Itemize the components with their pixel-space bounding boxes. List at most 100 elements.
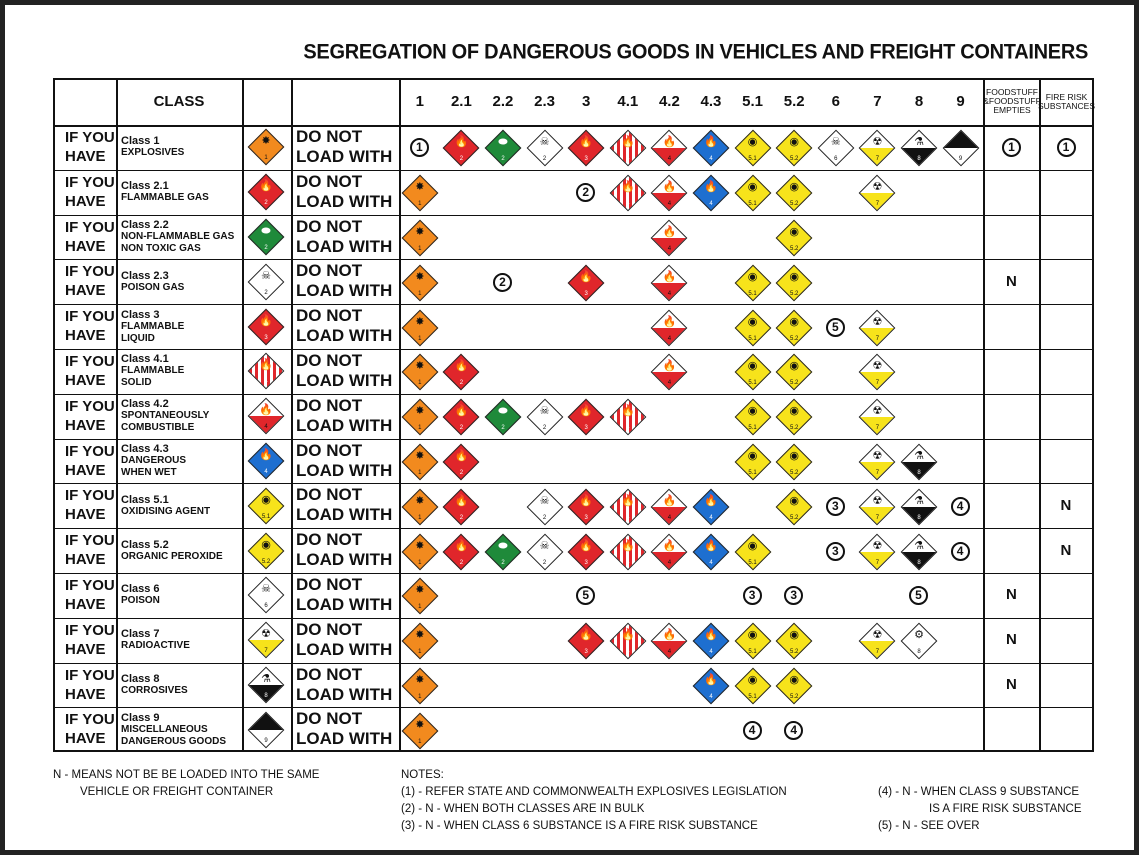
cell-7-8-placard-number: 5.1 <box>748 649 757 656</box>
load-with-text: LOAD WITH <box>296 281 393 301</box>
row-placard-4-1-number: 4 <box>264 379 268 386</box>
cell-1-11-placard-number: 7 <box>875 156 880 163</box>
cell-3-0-placard-symbol: ✸ <box>415 315 425 328</box>
cell-5-2-2-placard-number: 2 <box>501 559 505 566</box>
cell-1-15-note: 1 <box>1056 138 1076 158</box>
column-header-4-3: 4.3 <box>700 93 722 110</box>
row-do-not-load-with-2-3: DO NOT LOAD WITH <box>293 259 399 304</box>
border-left <box>53 78 55 752</box>
load-with-text: LOAD WITH <box>296 460 393 480</box>
row-placard-6-symbol: ☠ <box>261 583 271 596</box>
notes-heading: NOTES: <box>401 769 444 781</box>
row-rule-right-9 <box>399 528 1094 529</box>
row-rule-right-1 <box>399 170 1094 171</box>
class-name-line: Class 9 <box>121 711 160 724</box>
cell-2-1-6-placard-number: 4 <box>667 201 672 208</box>
have-text: HAVE <box>65 506 106 524</box>
row-rule-left-3 <box>53 259 399 260</box>
cell-5-1-3-placard-symbol: ☠ <box>539 494 550 507</box>
class-name-line: Class 8 <box>121 672 160 685</box>
column-header-5-2: 5.2 <box>783 93 805 110</box>
column-header-1: 1 <box>415 93 424 110</box>
notes-right: (4) - N - WHEN CLASS 9 SUBSTANCE IS A FI… <box>878 784 1082 835</box>
row-placard-8-symbol: ⚗ <box>261 673 271 685</box>
row-placard-7-symbol: ☢ <box>261 628 271 641</box>
cell-1-0-note: 1 <box>409 138 429 158</box>
row-placard-2-1-symbol: 🔥 <box>259 180 273 193</box>
cell-5-2-3-placard: ☠ 2 <box>526 533 564 571</box>
load-with-text: LOAD WITH <box>296 371 393 390</box>
row-rule-left-5 <box>53 349 399 350</box>
cell-7-9-placard-number: 5.2 <box>790 649 799 656</box>
cell-2-1-8-placard-symbol: ◉ <box>747 181 758 194</box>
cell-7-8-placard-symbol: ◉ <box>747 629 758 642</box>
cell-3-9-placard: ◉ 5.2 <box>775 309 813 347</box>
load-with-text: LOAD WITH <box>296 729 393 749</box>
cell-6-0-placard-symbol: ✸ <box>415 584 425 597</box>
row-placard-4-2: 🔥 4 <box>247 397 285 435</box>
row-if-you-have-6: IF YOU HAVE <box>53 573 116 618</box>
do-not-text: DO NOT <box>296 530 363 550</box>
cell-4-2-0-placard-symbol: ✸ <box>415 405 425 418</box>
cell-3-0-placard: ✸ 1 <box>401 309 439 347</box>
cell-4-1-8-placard-symbol: ◉ <box>747 360 758 373</box>
row-placard-2-2: ⬬ 2 <box>247 218 285 256</box>
class-name-line: Class 4.2 <box>121 398 169 411</box>
cell-2-3-2-note: 2 <box>493 272 512 292</box>
row-do-not-load-with-4-1: DO NOT LOAD WITH <box>293 349 399 394</box>
row-placard-4-2-symbol: 🔥 <box>259 404 273 417</box>
cell-4-3-9-placard: ◉ 5.2 <box>775 443 813 481</box>
cell-2-1-5-placard-number: 4 <box>626 201 630 208</box>
cell-5-2-1-placard: 🔥 2 <box>442 533 480 571</box>
cell-2-1-8-placard: ◉ 5.1 <box>734 174 772 212</box>
cell-2-2-6-placard: 🔥 4 <box>650 219 688 257</box>
cell-8-0-placard-symbol: ✸ <box>415 674 425 686</box>
cell-7-0-placard: ✸ 1 <box>401 622 439 660</box>
row-placard-5-1-number: 5.1 <box>261 513 271 520</box>
cell-4-3-0-placard: ✸ 1 <box>401 443 439 481</box>
cell-4-1-6-placard-number: 4 <box>667 380 672 387</box>
row-do-not-load-with-7: DO NOT LOAD WITH <box>293 618 399 663</box>
cell-5-1-0-placard-number: 1 <box>418 514 422 521</box>
do-not-text: DO NOT <box>296 261 363 281</box>
row-rule-right-8 <box>399 483 1094 484</box>
cell-1-4-placard: 🔥 3 <box>567 129 605 167</box>
load-with-text: LOAD WITH <box>296 639 393 659</box>
cell-5-2-5-placard-number: 4 <box>626 559 630 566</box>
row-rule-right-2 <box>399 215 1094 216</box>
row-rule-left-4 <box>53 304 399 305</box>
cell-4-1-9-placard-symbol: ◉ <box>789 360 799 373</box>
class-name-line: Class 7 <box>121 628 160 641</box>
cell-8-8-placard: ◉ 5.1 <box>734 667 772 705</box>
cell-5-2-6-placard-symbol: 🔥 <box>662 539 677 552</box>
row-class-name-4-2: Class 4.2 SPONTANEOUSLY COMBUSTIBLE <box>116 394 242 439</box>
row-if-you-have-3: IF YOU HAVE <box>53 304 116 349</box>
have-text: HAVE <box>65 327 106 345</box>
do-not-text: DO NOT <box>296 127 363 146</box>
cell-8-7-placard-number: 4 <box>709 694 713 700</box>
cell-4-1-9-placard-number: 5.2 <box>790 380 799 387</box>
class-name-line: Class 6 <box>121 583 160 596</box>
cell-5-1-10-note: 3 <box>825 496 845 516</box>
cell-5-1-6-placard-number: 4 <box>667 514 672 521</box>
column-header-4-2: 4.2 <box>658 93 680 110</box>
cell-5-1-3-placard-number: 2 <box>542 514 547 521</box>
have-text: HAVE <box>65 416 106 434</box>
cell-8-8-placard-symbol: ◉ <box>747 674 758 686</box>
header-rule <box>53 125 1094 127</box>
cell-4-2-1-placard-symbol: 🔥 <box>454 405 469 418</box>
cell-1-2-placard-number: 2 <box>501 156 505 163</box>
cell-4-3-8-placard-number: 5.1 <box>748 470 757 476</box>
row-rule-left-8 <box>53 483 399 484</box>
cell-1-5-placard: 🔥 4 <box>609 129 647 167</box>
class-name-line: POISON GAS <box>121 281 185 293</box>
cell-4-1-1-placard: 🔥 2 <box>442 353 480 391</box>
row-placard-5-1-symbol: ◉ <box>261 493 271 506</box>
row-class-name-8: Class 8 CORROSIVES <box>116 663 242 708</box>
cell-5-2-3-placard-number: 2 <box>542 559 547 566</box>
row-do-not-load-with-2-2: DO NOT LOAD WITH <box>293 215 399 260</box>
cell-4-3-0-placard-symbol: ✸ <box>415 450 425 462</box>
have-text: HAVE <box>65 148 106 165</box>
cell-7-9-placard-symbol: ◉ <box>789 629 799 642</box>
cell-2-1-7-placard: 🔥 4 <box>692 174 730 212</box>
